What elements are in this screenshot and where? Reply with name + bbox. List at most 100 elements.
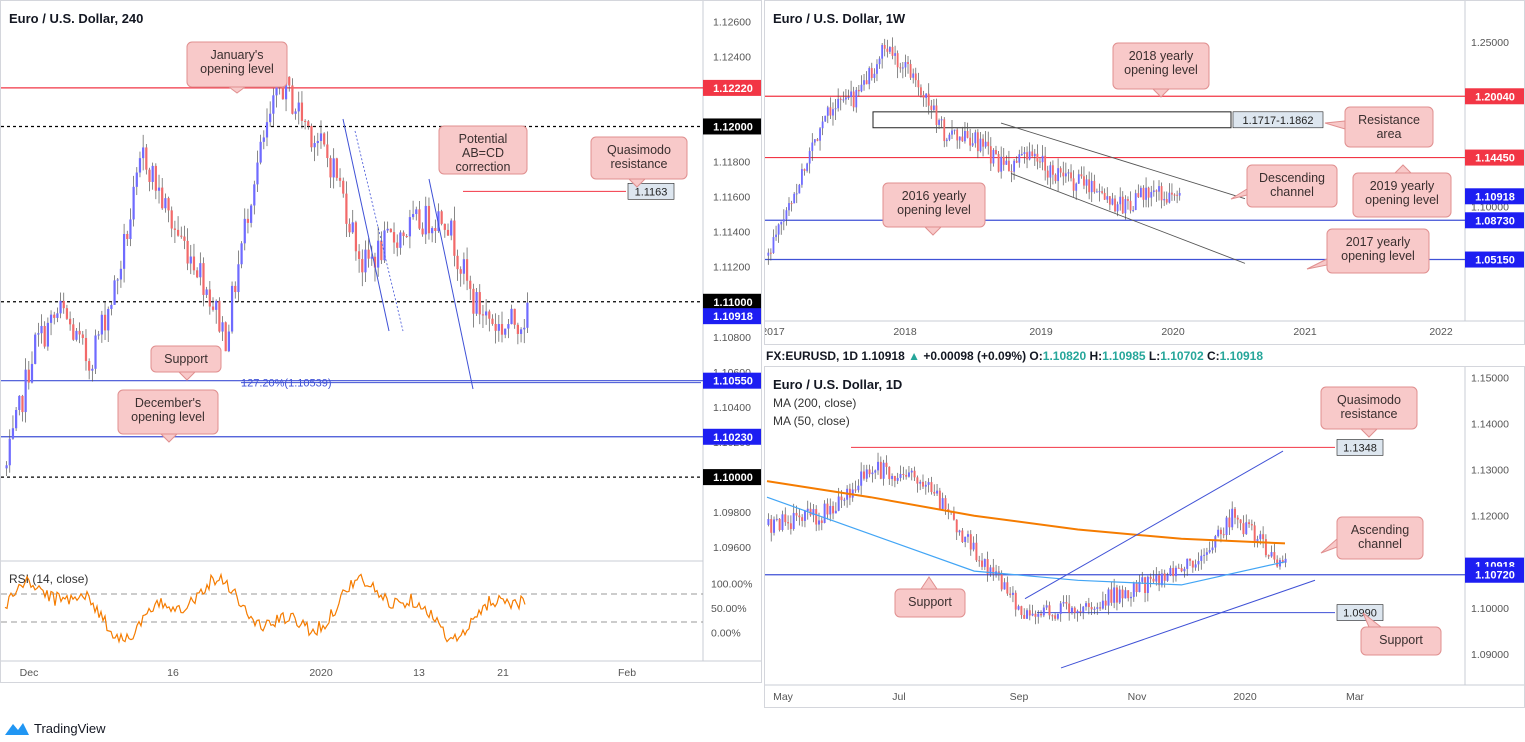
price-level-tag-bg <box>1465 149 1525 166</box>
candle-body <box>8 438 11 466</box>
price-level-tag-bg <box>1465 212 1525 229</box>
candle <box>465 247 469 291</box>
daily-chart-panel[interactable]: Euro / U.S. Dollar, 1D MA (200, close) MA … <box>764 366 1525 708</box>
candle-body <box>1073 607 1076 613</box>
candle <box>253 180 256 215</box>
candle <box>434 219 437 244</box>
price-level-tag-text: 1.12220 <box>713 83 753 95</box>
weekly-chart-panel[interactable]: Euro / U.S. Dollar, 1W 1.25000 1.10000 1.20… <box>761 0 1525 345</box>
candle-body <box>919 481 922 484</box>
candle <box>319 120 323 149</box>
candle-body <box>408 217 412 237</box>
h4-chart-panel[interactable]: Euro / U.S. Dollar, 240 1.12600 1.12400 1.1… <box>0 0 763 683</box>
candle-body <box>1115 587 1118 603</box>
candle <box>1234 507 1236 525</box>
candle-body <box>1239 519 1242 524</box>
candle-body <box>1052 165 1054 175</box>
h4-price-tick: 1.11400 <box>713 227 750 239</box>
candle <box>11 415 15 440</box>
candle <box>972 536 975 552</box>
price-level-tag-bg <box>1465 188 1525 205</box>
candle <box>780 221 783 235</box>
candle-body <box>997 153 1000 172</box>
candle <box>1054 173 1057 184</box>
candle <box>392 222 396 254</box>
candle-body <box>930 482 933 492</box>
candle <box>329 155 332 188</box>
candle-body <box>912 73 915 78</box>
candle-body <box>1160 186 1163 201</box>
candle <box>909 59 912 81</box>
h4-price-tick: 1.11800 <box>713 157 750 169</box>
candle <box>862 464 865 481</box>
candle-body <box>1205 552 1208 555</box>
candle <box>15 407 18 431</box>
candle <box>411 200 415 220</box>
candle-body <box>964 536 967 543</box>
candle <box>1118 585 1121 605</box>
candle-body <box>1178 193 1181 196</box>
candle <box>889 46 891 54</box>
tradingview-brand[interactable]: TradingView <box>4 718 106 738</box>
candle <box>1062 595 1065 607</box>
price-level-tag: 1.10550 <box>703 372 763 389</box>
candle-body <box>782 219 785 222</box>
candle <box>345 181 348 238</box>
w1-callout-2016-box <box>882 182 986 228</box>
candle-body <box>1087 603 1090 608</box>
daily-chart[interactable]: Euro / U.S. Dollar, 1D MA (200, close) MA … <box>765 367 1525 707</box>
candle <box>1146 575 1149 602</box>
candle <box>215 299 218 324</box>
candle <box>291 78 294 115</box>
candle-body <box>21 395 24 413</box>
candle <box>829 97 832 120</box>
candle-body <box>230 285 234 332</box>
candle-body <box>323 133 326 145</box>
candle <box>857 84 860 97</box>
candle-body <box>202 263 205 295</box>
candle-body <box>1014 592 1017 610</box>
price-level-tag-text: 1.10230 <box>713 432 753 444</box>
candle <box>930 99 933 119</box>
candle-body <box>265 122 269 138</box>
candle-body <box>951 130 953 135</box>
candle-body <box>1225 517 1228 535</box>
candle <box>927 478 930 493</box>
candle <box>103 302 107 341</box>
candle-body <box>989 567 992 575</box>
candle-body <box>938 120 940 125</box>
candle <box>1018 149 1021 168</box>
candle-body <box>380 240 383 261</box>
candle-body <box>259 141 262 163</box>
candle <box>983 558 986 571</box>
candle-body <box>1002 156 1005 165</box>
weekly-chart[interactable]: Euro / U.S. Dollar, 1W 1.25000 1.10000 1.20… <box>761 1 1525 344</box>
candle-body <box>1026 610 1028 619</box>
candle <box>348 218 351 238</box>
candle-body <box>1070 607 1073 613</box>
candle-body <box>399 232 402 248</box>
d1-price-tick: 1.12000 <box>1471 511 1509 523</box>
candle-body <box>966 131 969 138</box>
candle-body <box>103 314 107 331</box>
d1-price-tick: 1.14000 <box>1471 418 1509 430</box>
candle <box>396 234 399 257</box>
candle <box>100 310 103 343</box>
candle <box>865 71 868 85</box>
price-level-tag: 1.20040 <box>1465 88 1525 105</box>
candle <box>399 230 402 255</box>
candle <box>778 518 781 532</box>
candle <box>1273 543 1276 564</box>
candle <box>1052 160 1054 185</box>
candle-body <box>1020 606 1023 615</box>
candle <box>1141 571 1144 585</box>
ticker-o-label: O: <box>1029 349 1043 363</box>
candle <box>1103 188 1106 200</box>
candle <box>1049 161 1052 188</box>
candle <box>62 292 65 314</box>
h4-time-tick: 16 <box>167 667 179 679</box>
h4-chart[interactable]: Euro / U.S. Dollar, 240 1.12600 1.12400 1.1… <box>1 1 763 682</box>
candle <box>1248 519 1251 528</box>
